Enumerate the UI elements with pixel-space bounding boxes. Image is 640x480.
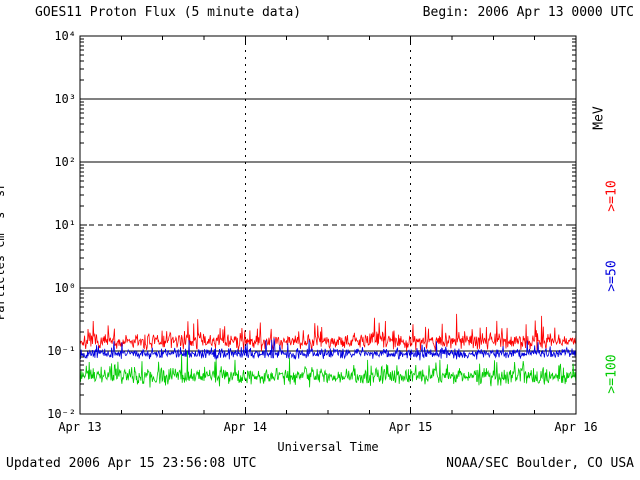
right-axis-unit-label: MeV (591, 106, 607, 130)
source-credit: NOAA/SEC Boulder, CO USA (446, 456, 634, 471)
y-axis-label: Particles cm⁻²s⁻¹sr⁻¹ (0, 168, 7, 320)
y-tick-label: 10⁴ (54, 29, 76, 43)
flux-line-gtegte10 (80, 313, 576, 352)
x-tick-label: Apr 15 (388, 420, 433, 434)
x-tick-label: Apr 14 (223, 420, 267, 434)
y-tick-label: 10⁻¹ (47, 344, 76, 358)
x-axis-label: Universal Time (277, 440, 379, 454)
series-label-gtegte100: >=100 (604, 354, 620, 394)
flux-line-gtegte100 (80, 351, 576, 388)
series-label-gtegte50: >=50 (604, 260, 620, 292)
x-tick-label: Apr 16 (554, 420, 598, 434)
y-tick-label: 10² (54, 155, 76, 169)
updated-timestamp: Updated 2006 Apr 15 23:56:08 UTC (6, 456, 257, 471)
plot-frame (79, 35, 577, 415)
chart-title: GOES11 Proton Flux (5 minute data) (35, 5, 302, 20)
flux-line-gtegte50 (80, 338, 576, 361)
y-tick-label: 10¹ (54, 218, 76, 232)
begin-timestamp: Begin: 2006 Apr 13 0000 UTC (422, 5, 634, 20)
y-tick-label: 10³ (54, 92, 76, 106)
y-tick-label: 10⁻² (47, 407, 76, 421)
x-tick-label: Apr 13 (58, 420, 102, 434)
series-label-gtegte10: >=10 (604, 180, 620, 212)
y-tick-label: 10⁰ (54, 281, 76, 295)
